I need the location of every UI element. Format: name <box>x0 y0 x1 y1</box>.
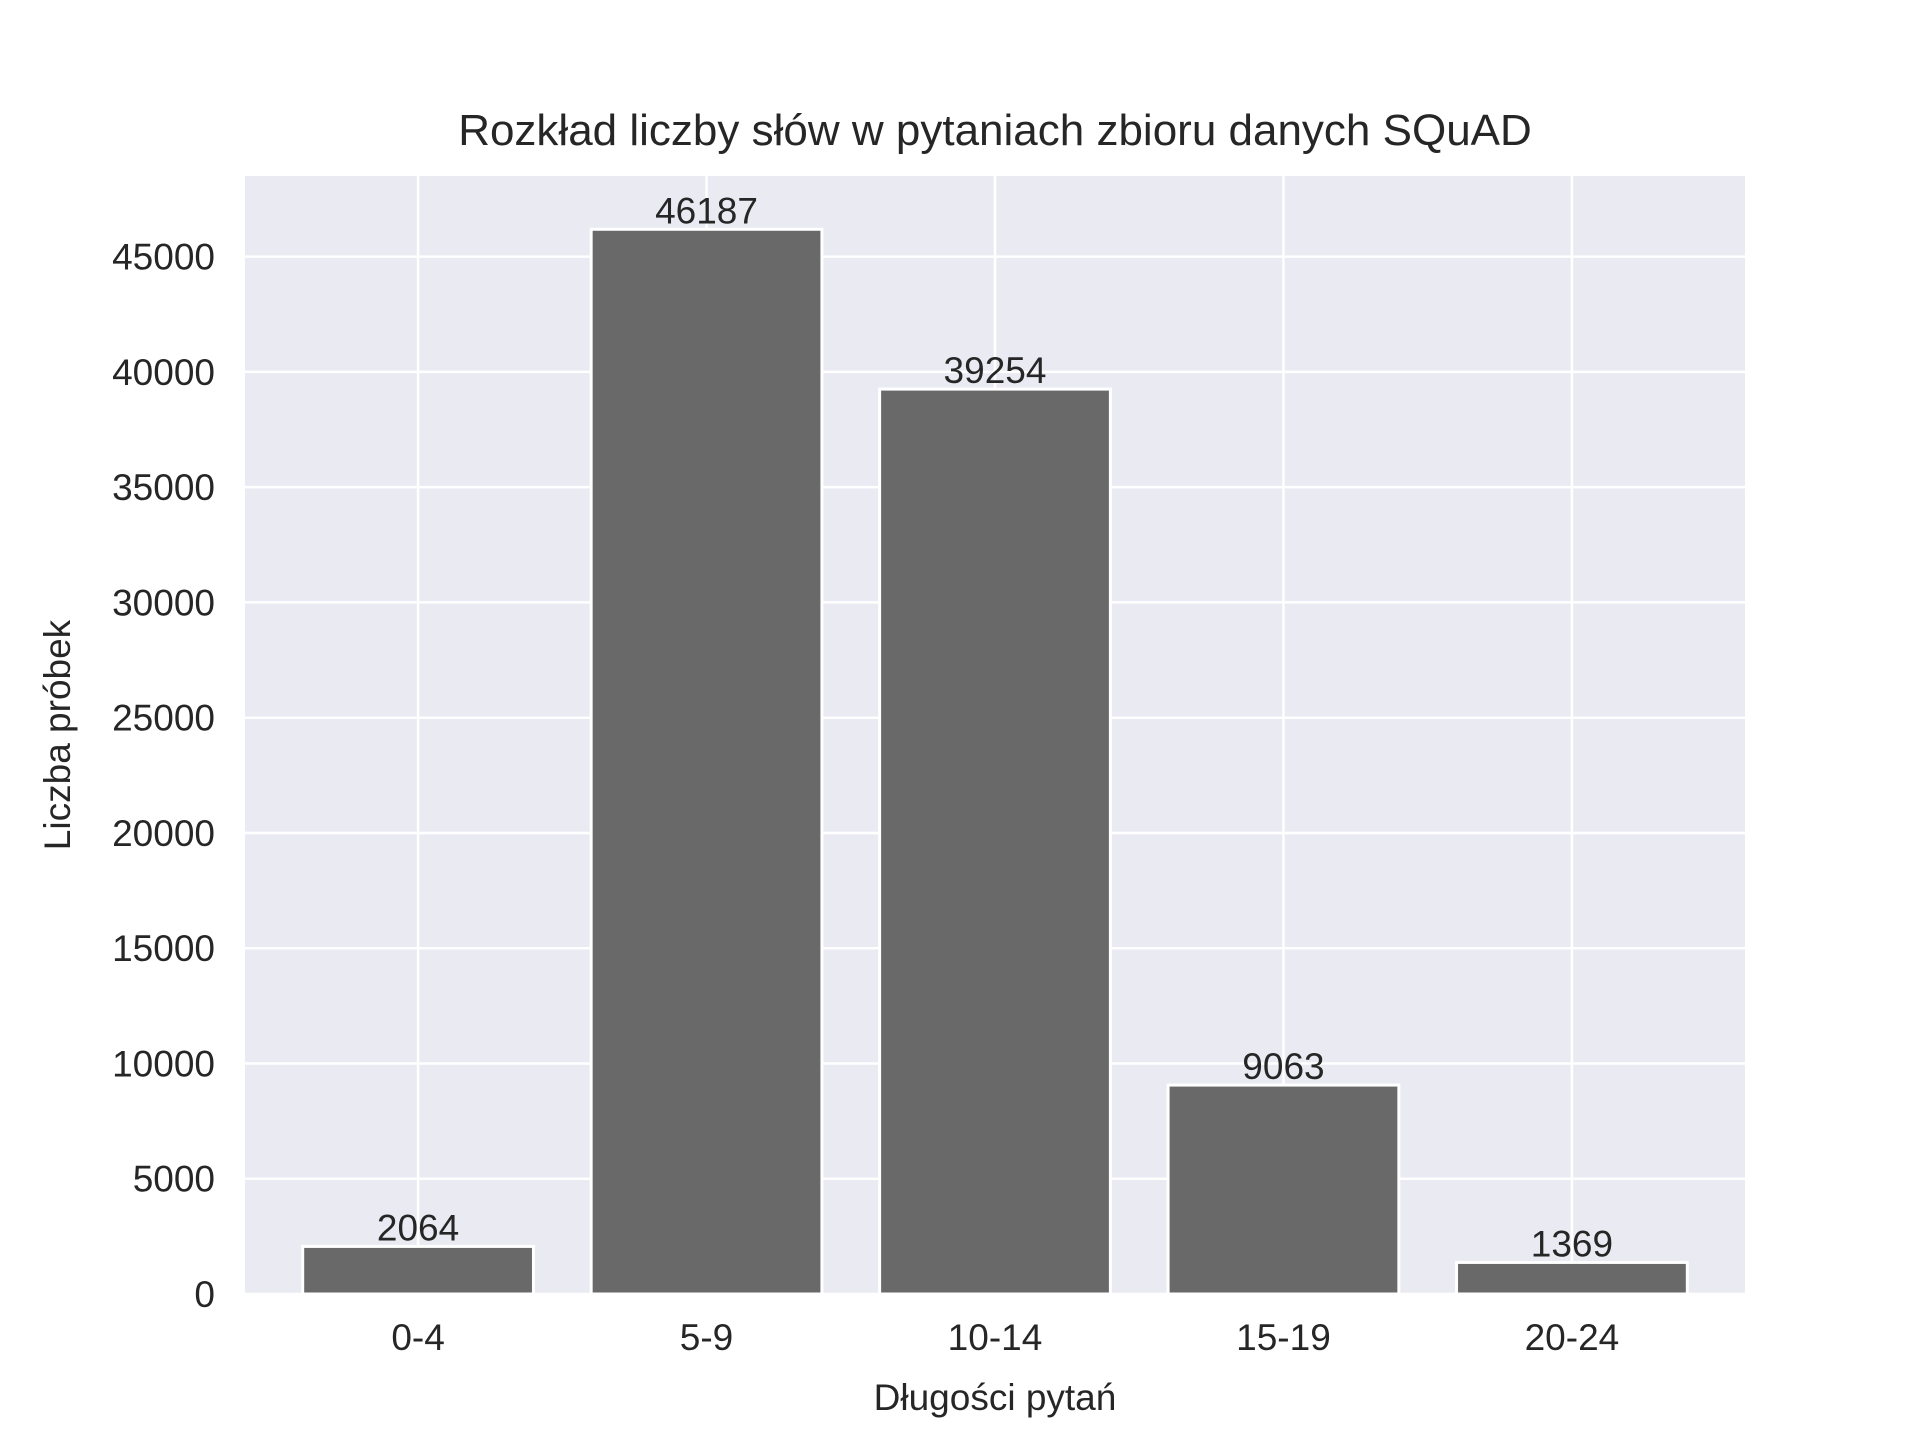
y-tick-label: 25000 <box>112 698 215 739</box>
x-tick-label: 20-24 <box>1525 1317 1620 1358</box>
data-labels: 2064 46187 39254 9063 1369 <box>377 190 1613 1264</box>
y-tick-label: 20000 <box>112 813 215 854</box>
y-tick-label: 35000 <box>112 467 215 508</box>
y-axis-label: Liczba próbek <box>37 619 78 850</box>
y-tick-label: 15000 <box>112 928 215 969</box>
data-label-10-14: 39254 <box>944 350 1047 391</box>
chart-title: Rozkład liczby słów w pytaniach zbioru d… <box>458 106 1532 155</box>
data-label-15-19: 9063 <box>1242 1046 1324 1087</box>
x-axis-label: Długości pytań <box>874 1377 1117 1418</box>
y-tick-label: 40000 <box>112 352 215 393</box>
data-label-5-9: 46187 <box>655 190 758 231</box>
y-tick-label: 45000 <box>112 237 215 278</box>
data-label-0-4: 2064 <box>377 1207 459 1248</box>
x-axis-tick-labels: 0-4 5-9 10-14 15-19 20-24 <box>391 1317 1619 1358</box>
bar-10-14 <box>878 387 1112 1296</box>
x-tick-label: 10-14 <box>948 1317 1043 1358</box>
x-tick-label: 0-4 <box>391 1317 444 1358</box>
y-tick-label: 10000 <box>112 1043 215 1084</box>
bar-0-4 <box>301 1244 535 1296</box>
bars <box>301 227 1689 1296</box>
x-tick-label: 5-9 <box>680 1317 733 1358</box>
bar-5-9 <box>589 227 824 1296</box>
y-tick-label: 0 <box>194 1274 215 1315</box>
bar-15-19 <box>1166 1083 1401 1296</box>
y-tick-label: 5000 <box>133 1159 215 1200</box>
y-tick-label: 30000 <box>112 582 215 623</box>
y-axis-tick-labels: 0 5000 10000 15000 20000 25000 30000 35000 40000… <box>112 237 215 1315</box>
data-label-20-24: 1369 <box>1531 1223 1613 1264</box>
x-tick-label: 15-19 <box>1236 1317 1331 1358</box>
bar-20-24 <box>1455 1260 1689 1296</box>
